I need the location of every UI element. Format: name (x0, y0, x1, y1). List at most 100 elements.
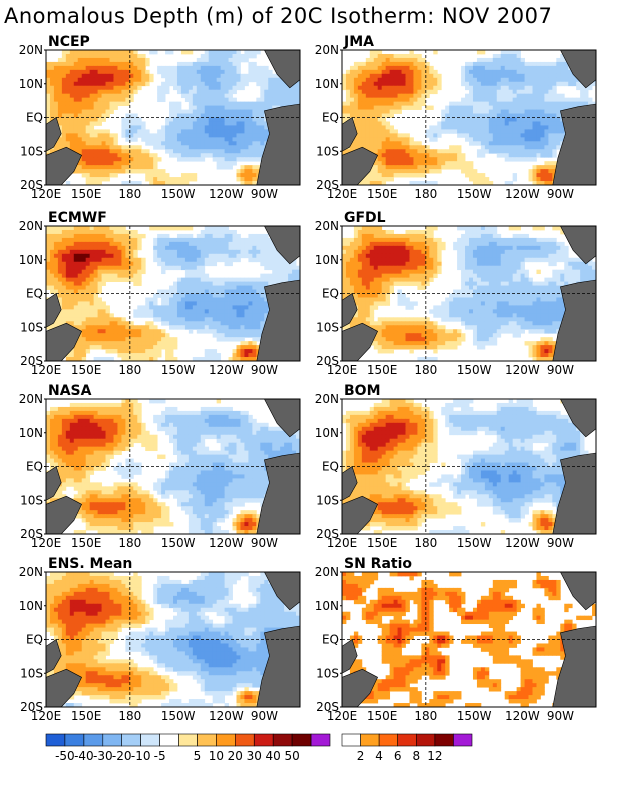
heatmap-cell (65, 129, 71, 134)
heatmap-cell (536, 61, 541, 67)
heatmap-cell (528, 101, 533, 106)
heatmap-cell (208, 93, 214, 99)
heatmap-cell (49, 241, 55, 247)
heatmap-cell (137, 57, 142, 63)
heatmap-cell (81, 153, 87, 158)
heatmap-cell (69, 53, 75, 59)
heatmap-cell (244, 165, 249, 170)
heatmap-cell (480, 57, 486, 63)
heatmap-cell (57, 85, 63, 91)
heatmap-cell (157, 226, 162, 231)
heatmap-cell (81, 81, 87, 87)
heatmap-cell (220, 81, 225, 87)
heatmap-cell (93, 157, 98, 162)
heatmap-cell (252, 165, 257, 170)
heatmap-cell (117, 65, 122, 71)
heatmap-cell (381, 177, 387, 182)
heatmap-cell (252, 61, 257, 67)
heatmap-cell (97, 181, 102, 185)
heatmap-cell (393, 81, 398, 87)
heatmap-cell (236, 333, 241, 338)
heatmap-cell (560, 133, 565, 138)
heatmap-cell (188, 121, 194, 126)
heatmap-cell (256, 321, 261, 326)
heatmap-cell (184, 149, 190, 154)
heatmap-cell (445, 125, 450, 130)
heatmap-cell (97, 113, 102, 118)
heatmap-cell (81, 321, 87, 326)
heatmap-cell (109, 97, 114, 103)
heatmap-cell (349, 141, 355, 146)
heatmap-cell (165, 321, 170, 326)
heatmap-cell (401, 105, 406, 110)
heatmap-cell (552, 125, 557, 130)
heatmap-cell (81, 141, 87, 146)
heatmap-cell (89, 117, 95, 122)
heatmap-cell (173, 101, 178, 106)
heatmap-cell (204, 309, 210, 314)
heatmap-cell (188, 293, 194, 298)
heatmap-cell (97, 165, 102, 170)
heatmap-cell (85, 261, 91, 267)
heatmap-cell (208, 73, 214, 79)
heatmap-cell (81, 297, 87, 302)
heatmap-cell (113, 317, 118, 322)
heatmap-cell (361, 181, 367, 185)
heatmap-cell (97, 77, 102, 83)
heatmap-cell (113, 257, 118, 263)
heatmap-cell (377, 113, 383, 118)
heatmap-cell (188, 153, 194, 158)
heatmap-cell (433, 129, 438, 134)
heatmap-cell (349, 89, 355, 95)
heatmap-cell (469, 97, 474, 103)
heatmap-cell (389, 89, 394, 95)
heatmap-cell (369, 141, 375, 146)
heatmap-cell (528, 85, 533, 91)
heatmap-cell (216, 161, 222, 166)
heatmap-cell (449, 109, 454, 114)
heatmap-cell (528, 109, 533, 114)
heatmap-cell (192, 293, 198, 298)
heatmap-cell (176, 253, 182, 259)
heatmap-cell (85, 157, 91, 162)
heatmap-cell (560, 77, 565, 83)
heatmap-cell (109, 149, 114, 154)
heatmap-cell (184, 73, 190, 79)
heatmap-cell (73, 169, 79, 174)
heatmap-cell (433, 133, 438, 138)
heatmap-cell (345, 73, 351, 79)
heatmap-cell (192, 237, 198, 243)
heatmap-cell (409, 69, 414, 75)
heatmap-cell (73, 85, 79, 91)
heatmap-cell (204, 145, 210, 150)
heatmap-cell (133, 237, 138, 243)
heatmap-cell (252, 65, 257, 71)
heatmap-cell (425, 61, 430, 67)
heatmap-cell (236, 257, 241, 263)
heatmap-cell (200, 249, 206, 255)
heatmap-cell (437, 77, 442, 83)
heatmap-cell (405, 97, 410, 103)
heatmap-cell (504, 125, 510, 130)
heatmap-cell (417, 149, 422, 154)
heatmap-cell (240, 57, 245, 63)
heatmap-cell (133, 277, 138, 282)
heatmap-cell (544, 173, 549, 178)
heatmap-cell (461, 77, 466, 83)
heatmap-cell (520, 89, 525, 95)
heatmap-cell (157, 305, 162, 310)
heatmap-cell (461, 161, 466, 166)
heatmap-cell (129, 125, 134, 130)
heatmap-cell (173, 129, 178, 134)
heatmap-cell (405, 165, 410, 170)
heatmap-cell (236, 157, 241, 162)
heatmap-cell (121, 253, 126, 259)
heatmap-cell (81, 57, 87, 63)
heatmap-cell (476, 50, 482, 55)
heatmap-cell (77, 257, 83, 263)
heatmap-cell (437, 73, 442, 79)
heatmap-cell (180, 117, 186, 122)
heatmap-cell (46, 93, 51, 99)
heatmap-cell (69, 109, 75, 114)
heatmap-cell (133, 149, 138, 154)
